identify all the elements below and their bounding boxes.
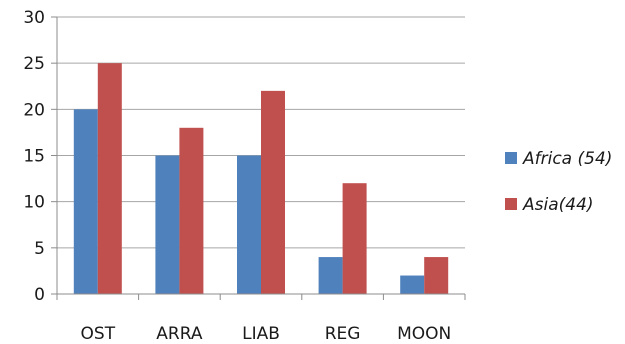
y-tick-label: 20 — [23, 100, 45, 120]
axes — [51, 16, 466, 300]
x-tick-label-arra: ARRA — [156, 324, 203, 344]
bar-africa-arra — [155, 155, 180, 294]
bar-asia-arra — [179, 127, 204, 294]
bars — [73, 63, 449, 294]
legend: Africa (54) Asia(44) — [505, 149, 612, 215]
legend-swatch-asia — [505, 198, 517, 210]
x-axis-tick-labels: OST ARRA LIAB REG MOON — [81, 324, 452, 344]
bar-asia-reg — [342, 183, 367, 294]
y-tick-label: 0 — [34, 285, 45, 305]
bar-asia-moon — [424, 257, 449, 294]
y-axis-tick-labels: 0 5 10 15 20 25 30 — [23, 8, 45, 305]
legend-label-africa: Africa (54) — [522, 149, 612, 169]
x-tick-label-moon: MOON — [397, 324, 451, 344]
bar-africa-moon — [400, 275, 425, 294]
y-tick-label: 10 — [23, 193, 45, 213]
bar-asia-liab — [261, 90, 285, 294]
legend-label-asia: Asia(44) — [522, 195, 594, 215]
x-tick-label-reg: REG — [325, 324, 361, 344]
y-tick-label: 30 — [23, 8, 45, 28]
bar-africa-reg — [318, 257, 343, 294]
x-tick-label-ost: OST — [81, 324, 116, 344]
bar-africa-liab — [237, 155, 261, 294]
bar-asia-ost — [97, 63, 122, 294]
y-tick-label: 5 — [34, 239, 45, 259]
legend-swatch-africa — [505, 152, 517, 164]
x-tick-label-liab: LIAB — [242, 324, 280, 344]
y-tick-label: 25 — [23, 54, 45, 74]
y-tick-label: 15 — [23, 147, 45, 167]
bar-africa-ost — [73, 109, 98, 294]
